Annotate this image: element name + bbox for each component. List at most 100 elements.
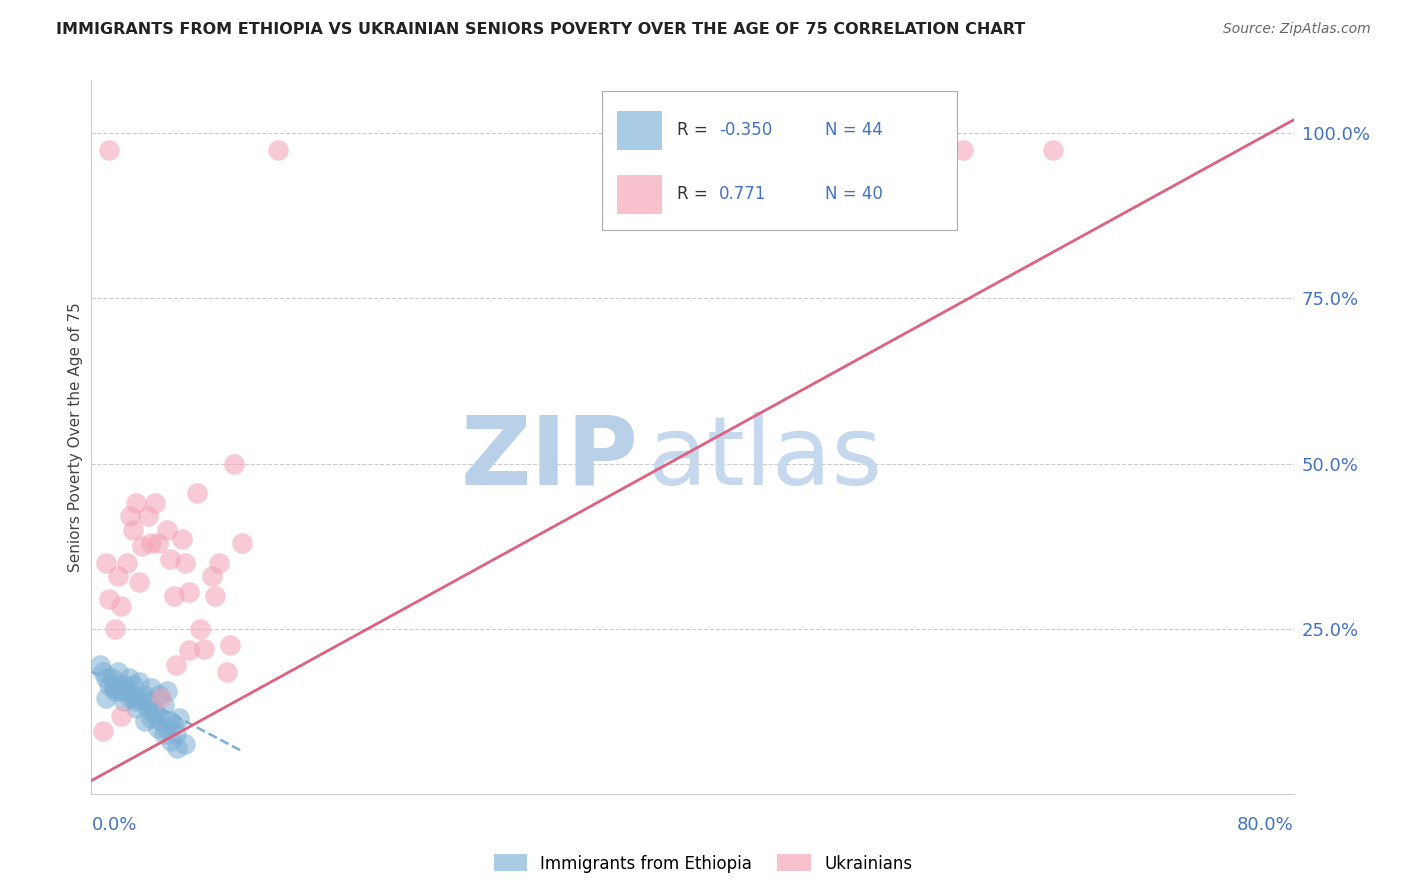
Point bbox=[155, 523, 177, 537]
Y-axis label: Seniors Poverty Over the Age of 75: Seniors Poverty Over the Age of 75 bbox=[67, 302, 83, 572]
Point bbox=[101, 671, 124, 685]
Point bbox=[177, 585, 200, 599]
Point bbox=[118, 671, 141, 685]
Point bbox=[103, 681, 125, 695]
Point bbox=[104, 622, 127, 636]
Point bbox=[148, 688, 170, 702]
Point bbox=[110, 599, 132, 613]
Point bbox=[125, 694, 148, 708]
Point bbox=[146, 721, 169, 735]
Point bbox=[166, 740, 188, 755]
Point bbox=[120, 509, 142, 524]
Point bbox=[193, 641, 215, 656]
Point bbox=[149, 714, 172, 729]
Point bbox=[160, 734, 183, 748]
Point bbox=[143, 707, 166, 722]
Point bbox=[165, 658, 187, 673]
Point bbox=[143, 704, 166, 718]
Point bbox=[173, 556, 195, 570]
Point bbox=[125, 701, 148, 715]
Point bbox=[128, 575, 150, 590]
Point bbox=[114, 678, 136, 692]
Text: ZIP: ZIP bbox=[461, 412, 638, 505]
Point bbox=[201, 569, 224, 583]
Point bbox=[231, 536, 253, 550]
Point bbox=[152, 698, 174, 712]
Text: 0.771: 0.771 bbox=[718, 186, 766, 203]
Point bbox=[141, 536, 163, 550]
Point bbox=[134, 714, 156, 729]
Text: -0.350: -0.350 bbox=[718, 121, 772, 139]
Point bbox=[215, 665, 238, 679]
Point bbox=[110, 709, 132, 723]
Point bbox=[131, 694, 153, 708]
Point bbox=[110, 684, 132, 698]
Point bbox=[117, 684, 139, 698]
Legend: Immigrants from Ethiopia, Ukrainians: Immigrants from Ethiopia, Ukrainians bbox=[486, 847, 920, 880]
Point bbox=[177, 643, 200, 657]
Point bbox=[122, 678, 145, 692]
Point bbox=[149, 691, 172, 706]
Point bbox=[125, 496, 148, 510]
Point bbox=[141, 711, 163, 725]
Point bbox=[107, 665, 129, 679]
Point bbox=[143, 496, 166, 510]
Point bbox=[132, 688, 155, 702]
Point bbox=[186, 486, 208, 500]
Point bbox=[98, 591, 121, 606]
Point bbox=[165, 727, 187, 741]
Point bbox=[120, 691, 142, 706]
Point bbox=[159, 714, 181, 729]
Point bbox=[122, 688, 145, 702]
Point bbox=[93, 724, 115, 739]
Point bbox=[155, 721, 177, 735]
Text: R =: R = bbox=[676, 186, 713, 203]
FancyBboxPatch shape bbox=[617, 175, 662, 214]
Point bbox=[173, 737, 195, 751]
Point bbox=[107, 678, 129, 692]
Point bbox=[159, 552, 181, 566]
Point bbox=[114, 694, 136, 708]
Point bbox=[104, 684, 127, 698]
Point bbox=[128, 674, 150, 689]
Point bbox=[96, 556, 118, 570]
Point bbox=[96, 691, 118, 706]
Point bbox=[122, 523, 145, 537]
FancyBboxPatch shape bbox=[617, 111, 662, 150]
Point bbox=[152, 727, 174, 741]
Text: N = 40: N = 40 bbox=[825, 186, 883, 203]
Text: IMMIGRANTS FROM ETHIOPIA VS UKRAINIAN SENIORS POVERTY OVER THE AGE OF 75 CORRELA: IMMIGRANTS FROM ETHIOPIA VS UKRAINIAN SE… bbox=[56, 22, 1025, 37]
Point bbox=[208, 556, 231, 570]
Point bbox=[1042, 143, 1064, 157]
Text: 80.0%: 80.0% bbox=[1237, 816, 1294, 834]
Point bbox=[138, 509, 160, 524]
Point bbox=[267, 143, 290, 157]
Text: atlas: atlas bbox=[647, 412, 882, 505]
Point bbox=[98, 143, 121, 157]
Point bbox=[170, 533, 193, 547]
Point bbox=[188, 622, 211, 636]
Point bbox=[96, 671, 118, 685]
Point bbox=[204, 589, 226, 603]
Point bbox=[146, 536, 169, 550]
Text: Source: ZipAtlas.com: Source: ZipAtlas.com bbox=[1223, 22, 1371, 37]
Point bbox=[107, 569, 129, 583]
Point bbox=[89, 658, 111, 673]
Point bbox=[224, 457, 246, 471]
Point bbox=[93, 665, 115, 679]
Point bbox=[163, 717, 186, 731]
Point bbox=[218, 638, 240, 652]
Point bbox=[138, 694, 160, 708]
Text: 0.0%: 0.0% bbox=[91, 816, 136, 834]
Point bbox=[952, 143, 974, 157]
Point bbox=[163, 589, 186, 603]
Point bbox=[98, 678, 121, 692]
Point bbox=[141, 681, 163, 695]
Point bbox=[138, 701, 160, 715]
Point bbox=[167, 711, 190, 725]
Point bbox=[117, 556, 139, 570]
FancyBboxPatch shape bbox=[602, 91, 957, 230]
Text: N = 44: N = 44 bbox=[825, 121, 883, 139]
Point bbox=[155, 684, 177, 698]
Text: R =: R = bbox=[676, 121, 713, 139]
